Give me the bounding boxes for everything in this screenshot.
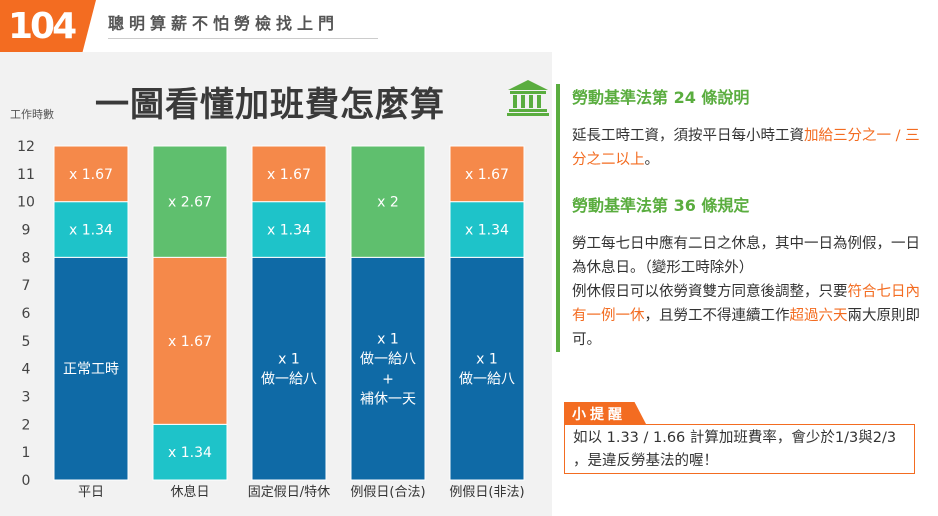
law36-highlight-2: 超過六天 (789, 308, 848, 324)
bar-segment (350, 256, 426, 481)
y-tick-label: 1 (22, 445, 31, 461)
bar-segment-label: 正常工時 (63, 362, 119, 378)
law36-text-c: ，且勞工不得連續工作 (644, 308, 790, 324)
bar-segment (152, 256, 228, 425)
law36-text: 勞工每七日中應有二日之休息，其中一日為例假，一日為休息日。（變形工時除外） 例休假… (572, 232, 922, 352)
x-category-label: 休息日 (170, 484, 209, 500)
y-tick-label: 2 (22, 417, 31, 433)
law24-title: 勞動基準法第 24 條說明 (572, 88, 750, 107)
logo-text: 104 (8, 6, 77, 47)
chart-panel: 一圖看懂加班費怎麼算 工作時數 0 1 2 3 4 5 6 7 8 9 10 11 12 正常工時 x 1.3… (0, 52, 552, 516)
bar-segment (251, 145, 327, 203)
bar-segment-label: x 2.67 (168, 195, 212, 211)
bar-segment (53, 256, 129, 481)
bar-segment (350, 145, 426, 258)
x-category-label: 固定假日/特休 (248, 485, 330, 500)
law24-highlight: 加給三分之一 / 三分之二以上 (572, 128, 920, 168)
bar-segment-label: 補休一天 (360, 392, 416, 408)
y-tick-label: 5 (22, 334, 31, 350)
bar-segment (251, 201, 327, 258)
law36-title: 勞動基準法第 36 條規定 (572, 196, 750, 215)
y-tick-label: 12 (17, 139, 35, 155)
y-tick-label: 0 (22, 473, 31, 489)
law24-text-a: 延長工時工資，須按平日每小時工資 (572, 128, 804, 144)
bar-segment-label: x 1.34 (168, 445, 212, 461)
bar-segment-label: x 1.67 (267, 167, 311, 183)
law36-highlight-1: 符合七日內有一例一休 (572, 284, 920, 324)
y-axis-label: 工作時數 (10, 108, 54, 121)
law-explanation-panel: 勞動基準法第 24 條說明 延長工時工資，須按平日每小時工資加給三分之一 / 三… (572, 84, 922, 372)
bar-segment-label: + (382, 372, 394, 388)
bar-segment (449, 256, 525, 481)
law36-text-b: 例休假日可以依勞資雙方同意後調整，只要 (572, 284, 848, 300)
bar-segment-label: x 1.34 (267, 223, 311, 239)
bar-segment-label: x 1.34 (465, 223, 509, 239)
bar-segment-label: x 2 (377, 195, 399, 211)
x-category-label: 例假日(合法) (350, 485, 425, 500)
bar-segment (152, 145, 228, 258)
y-tick-label: 9 (22, 223, 31, 239)
y-tick-label: 3 (22, 390, 31, 406)
bar-segment-label: x 1 (278, 352, 300, 368)
bar-segment (53, 145, 129, 203)
bar-segment (449, 145, 525, 203)
bar-segment-label: x 1.67 (168, 334, 212, 350)
bar-segment-label: x 1 (377, 332, 399, 348)
bank-building-icon (506, 78, 550, 120)
y-tick-label: 10 (17, 195, 35, 211)
bar-segment-label: 做一給八 (360, 352, 416, 368)
header-slogan: 聰明算薪不怕勞檢找上門 (108, 14, 340, 33)
chart-title: 一圖看懂加班費怎麼算 (95, 85, 445, 125)
x-category-label: 例假日(非法) (449, 485, 524, 500)
bar-segment (251, 256, 327, 481)
y-tick-label: 7 (22, 278, 31, 294)
bar-segment-label: x 1.67 (69, 167, 113, 183)
y-tick-label: 11 (17, 167, 35, 183)
section-accent-bar (556, 84, 560, 352)
bar-segment-label: 做一給八 (261, 372, 317, 388)
y-tick-label: 4 (22, 362, 31, 378)
bar-segment-label: x 1 (476, 352, 498, 368)
bar-segment-label: x 1.67 (465, 167, 509, 183)
y-tick-label: 6 (22, 306, 31, 322)
tip-label: 小提醒 (564, 402, 646, 424)
law36-text-a: 勞工每七日中應有二日之休息，其中一日為例假，一日為休息日。（變形工時除外） (572, 236, 920, 276)
page-header: 104 聰明算薪不怕勞檢找上門 (0, 0, 938, 52)
law24-text-b: 。 (644, 152, 660, 168)
header-divider (108, 38, 378, 39)
tip-text: 如以 1.33 / 1.66 計算加班費率，會少於1/3與2/3 ，是違反勞基法… (564, 424, 915, 474)
law36-text-d: 兩大原則即可。 (572, 308, 920, 348)
law24-text: 延長工時工資，須按平日每小時工資加給三分之一 / 三分之二以上。 (572, 124, 922, 172)
tip-box: 小提醒 如以 1.33 / 1.66 計算加班費率，會少於1/3與2/3 ，是違… (564, 402, 915, 474)
bar-segment (152, 423, 228, 481)
bar-segment-label: 做一給八 (459, 372, 515, 388)
brand-logo[interactable]: 104 (0, 0, 96, 52)
bar-segment-label: x 1.34 (69, 223, 113, 239)
y-tick-label: 8 (22, 250, 31, 266)
x-category-label: 平日 (78, 485, 104, 500)
